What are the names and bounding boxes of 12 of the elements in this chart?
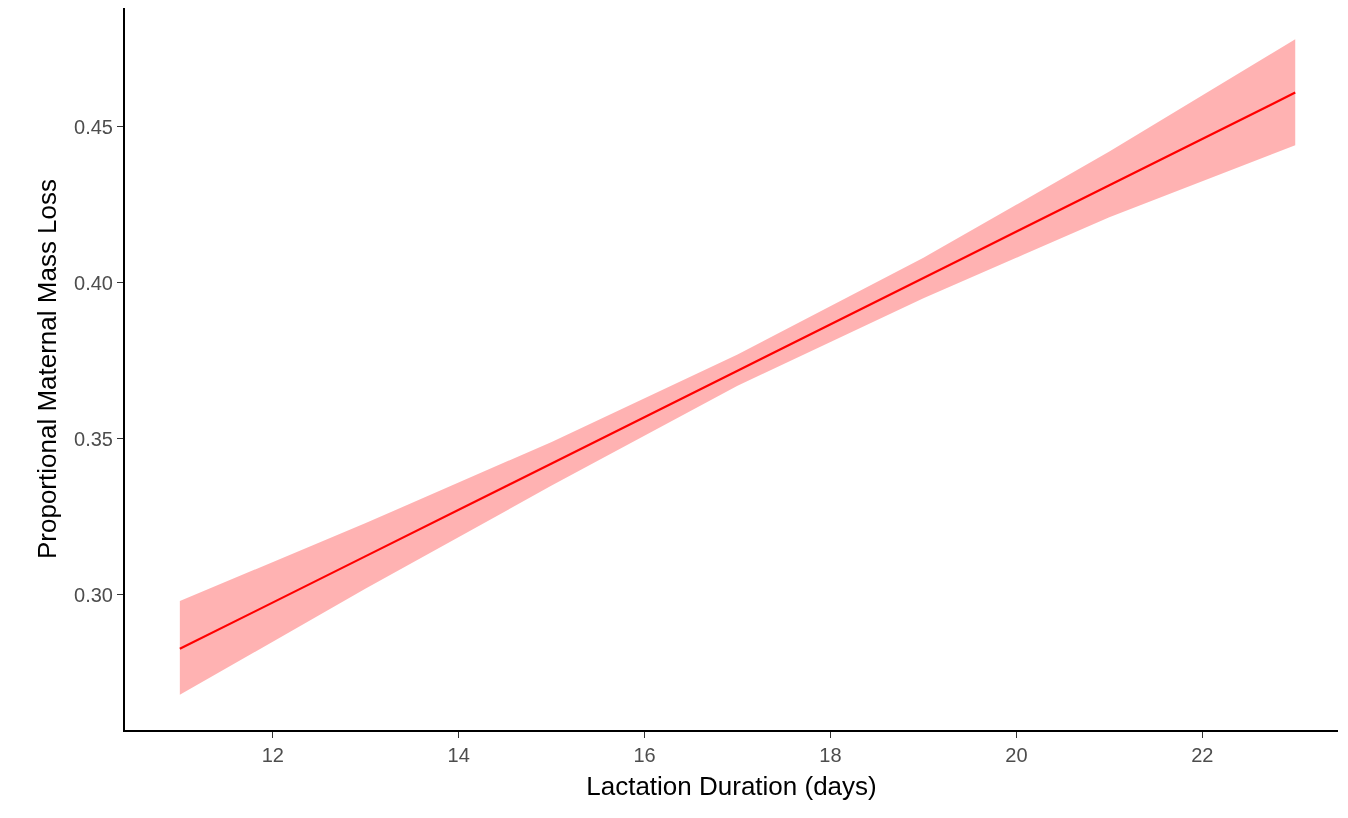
y-tick-label: 0.35	[74, 427, 113, 450]
x-tick-label: 18	[819, 744, 842, 766]
x-tick-label: 22	[1191, 744, 1214, 766]
x-tick-label: 12	[261, 744, 284, 766]
x-tick-label: 20	[1005, 744, 1028, 766]
x-axis-title: Lactation Duration (days)	[586, 771, 877, 802]
x-tick-label: 14	[447, 744, 470, 766]
y-tick-label: 0.45	[74, 115, 113, 138]
y-axis-title: Proportional Maternal Mass Loss	[31, 178, 62, 560]
x-tick-label: 16	[633, 744, 656, 766]
y-tick-label: 0.30	[74, 583, 113, 606]
y-tick-label: 0.40	[74, 271, 113, 294]
